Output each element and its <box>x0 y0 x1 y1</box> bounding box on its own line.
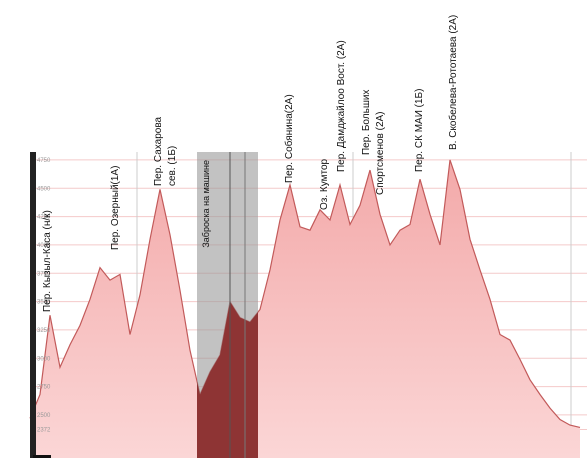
peak-label: Пер. Собянина(2А) <box>283 94 295 183</box>
peak-label: Спортсменов (2А) <box>375 111 386 195</box>
peak-label: Пер. СК МАИ (1Б) <box>414 89 425 172</box>
peak-label: Пер. Кызыл-Каса (н/к) <box>42 210 53 312</box>
peak-label: В. Скобелева-Рототаева (2А) <box>447 15 459 150</box>
peak-label: Пер. Дамджайлоо Вост. (2А) <box>336 40 347 172</box>
peak-label: сев. (1Б) <box>167 146 178 186</box>
peak-label: Оз. Кумтор <box>319 158 330 210</box>
axis-strip <box>30 152 36 458</box>
y-tick-label: 4500 <box>37 186 51 192</box>
y-tick-label: 4250 <box>37 215 51 221</box>
elevation-line <box>29 159 581 428</box>
y-tick-label: 2372 <box>37 427 51 433</box>
y-tick-label: 4750 <box>37 158 51 164</box>
y-tick-label: 3000 <box>37 356 51 362</box>
region-label: Заброска на машине <box>201 160 211 248</box>
peak-label: Пер. Больших <box>361 90 372 155</box>
axis-bar <box>33 455 51 458</box>
elevation-area-dark <box>197 301 258 458</box>
peak-label: Пер. Озерный(1А) <box>110 166 121 250</box>
y-tick-label: 2500 <box>37 413 51 419</box>
y-tick-label: 4000 <box>37 243 51 249</box>
y-tick-label: 3250 <box>37 328 51 334</box>
y-tick-label: 3500 <box>37 300 51 306</box>
y-tick-label: 2750 <box>37 385 51 391</box>
peak-label: Пер. Сахарова <box>153 116 164 186</box>
elevation-area <box>30 159 580 458</box>
y-tick-label: 3750 <box>37 271 51 277</box>
